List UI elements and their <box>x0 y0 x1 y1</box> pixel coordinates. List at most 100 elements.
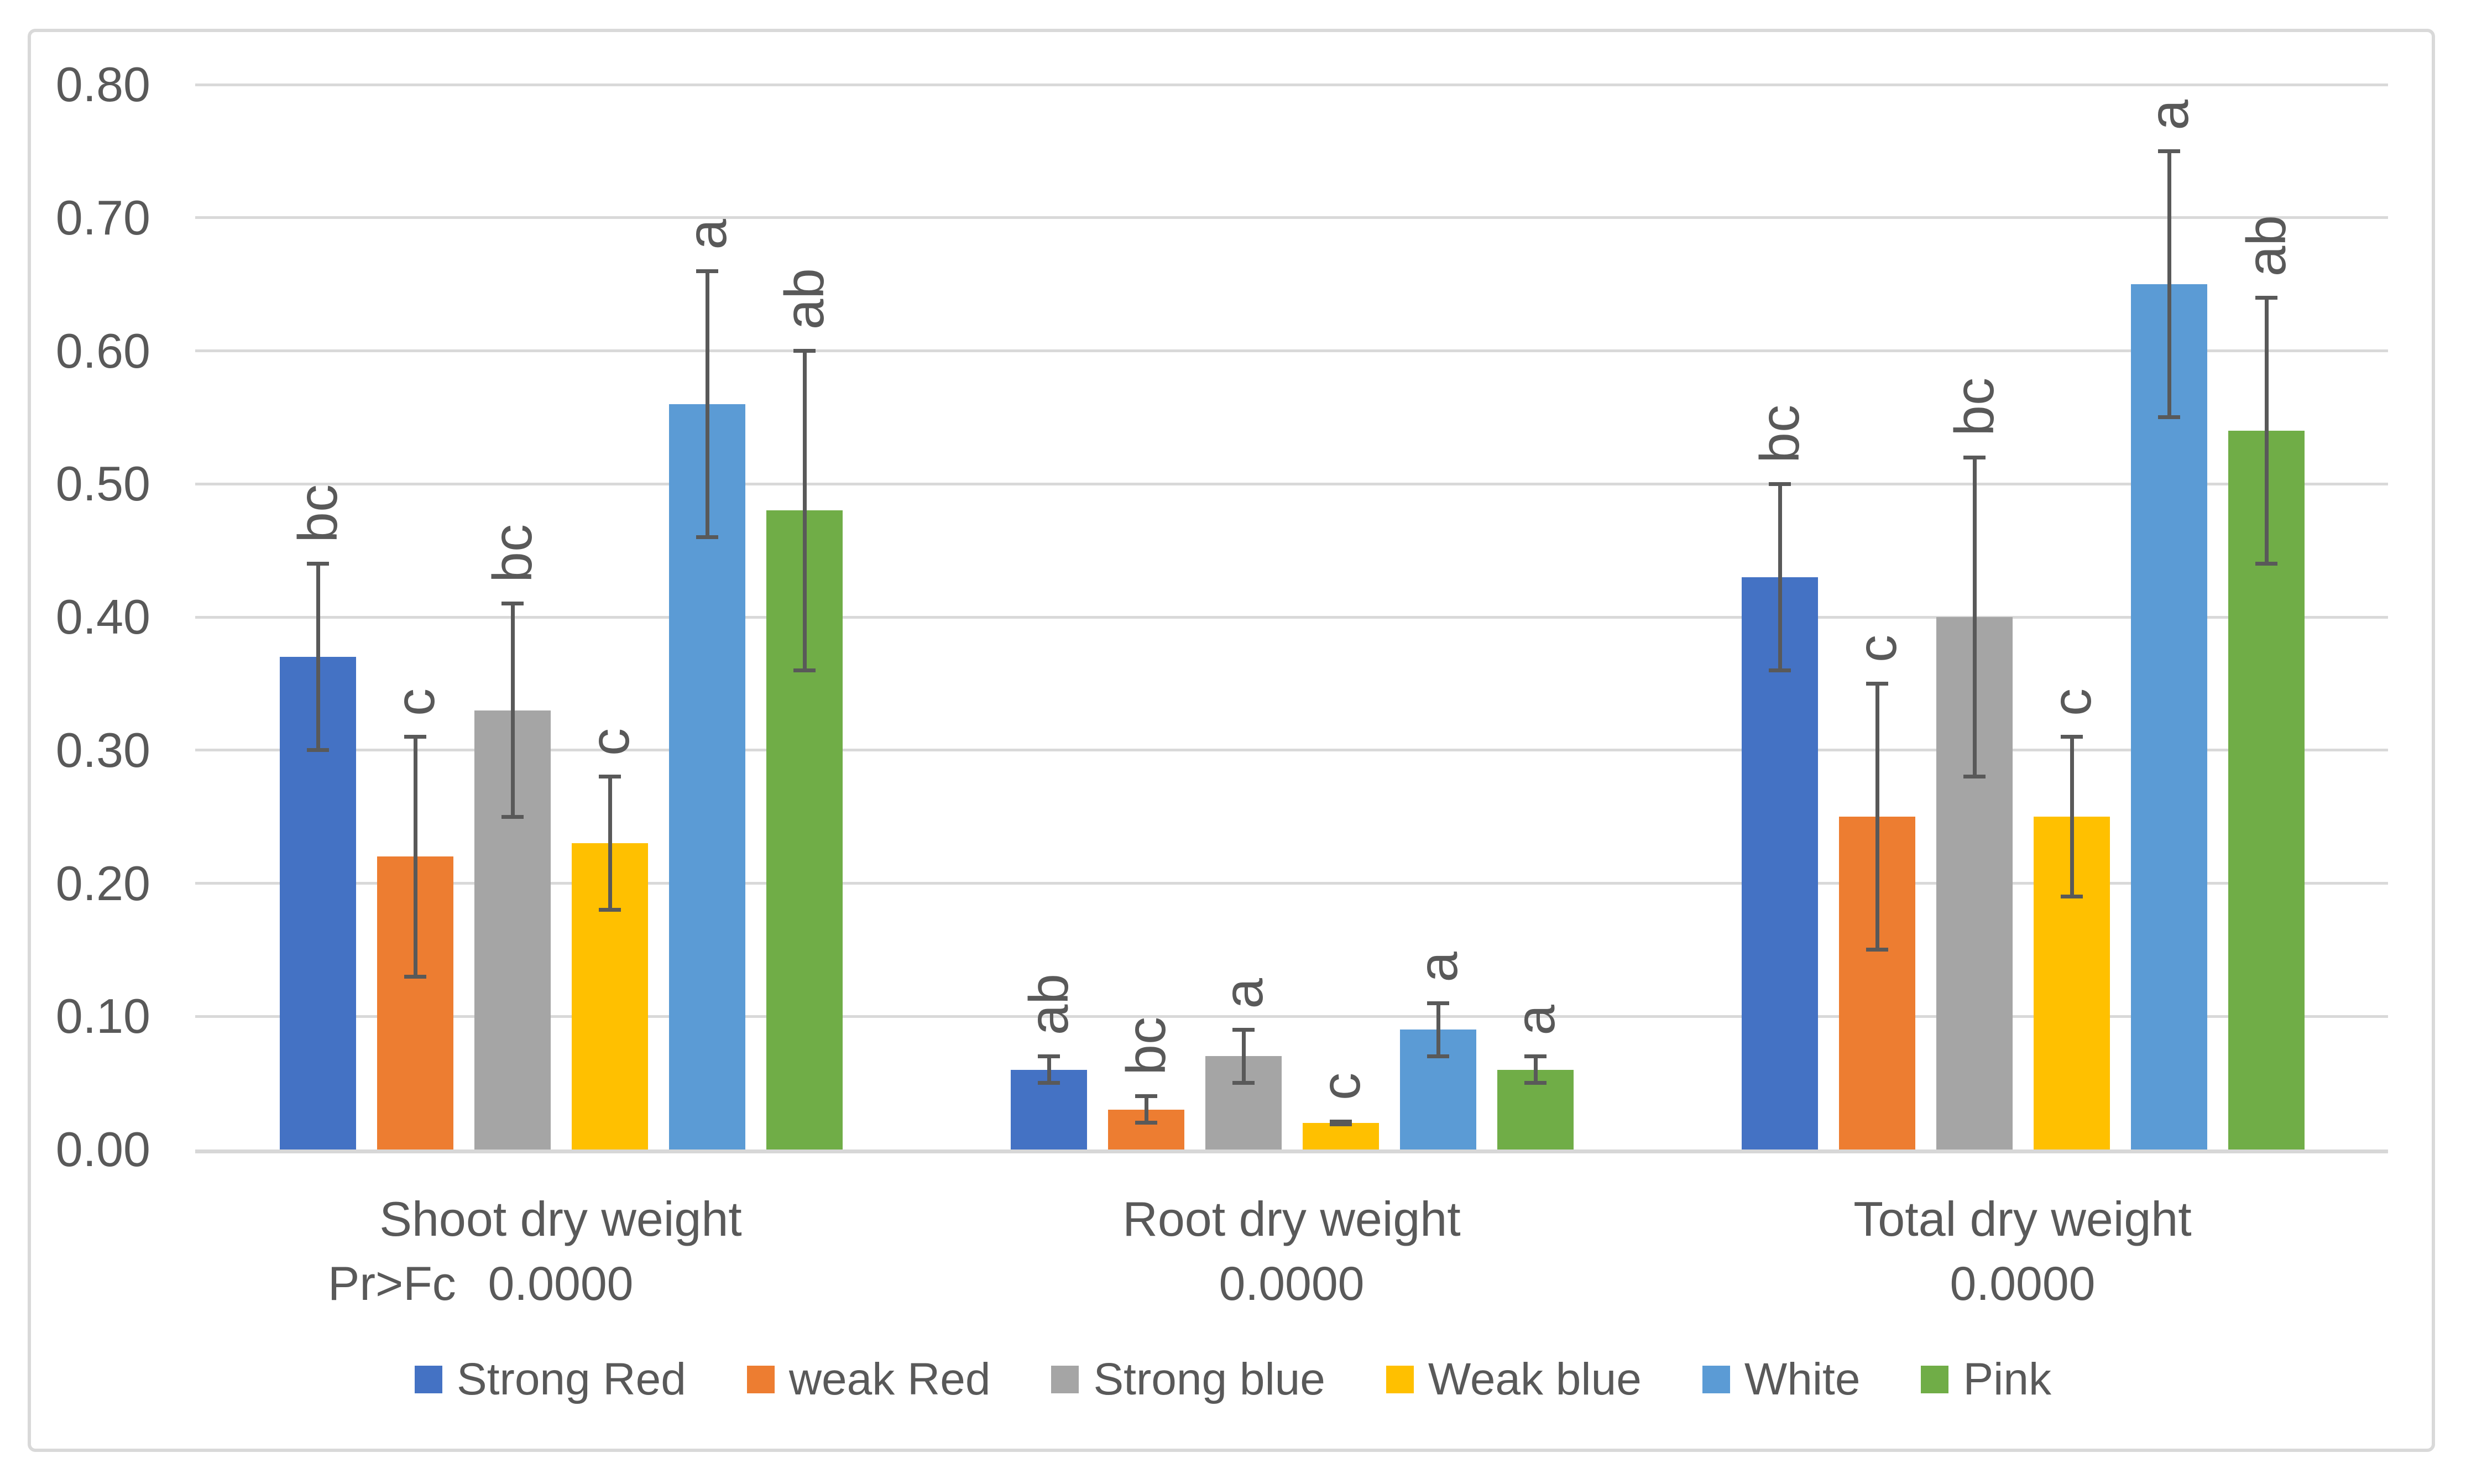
legend-label: weak Red <box>788 1354 991 1404</box>
error-bar-cap-top <box>599 775 621 779</box>
error-bar-cap-top <box>404 735 426 739</box>
error-bar-cap-bottom <box>696 535 718 540</box>
legend-item-weak-red: weak Red <box>746 1352 991 1407</box>
error-bar-stem <box>1436 1003 1440 1057</box>
gridline <box>195 83 2388 86</box>
error-bar-stem <box>413 736 417 977</box>
legend-marker <box>415 1366 443 1393</box>
error-bar-cap-bottom <box>2255 562 2277 566</box>
error-bar-cap-bottom <box>1330 1122 1352 1126</box>
error-bar-stem <box>1241 1030 1246 1083</box>
significance-letter: bc <box>1115 1017 1177 1075</box>
error-bar-stem <box>705 271 709 537</box>
significance-letter: bc <box>1749 404 1811 463</box>
significance-letter: ab <box>2235 215 2297 277</box>
pvalue-label: 0.0000 <box>488 1257 634 1310</box>
gridline <box>195 216 2388 220</box>
x-axis-line <box>195 1149 2388 1153</box>
error-bar-cap-top <box>1135 1094 1157 1099</box>
error-bar-cap-top <box>1330 1119 1352 1124</box>
legend-item-strong-blue: Strong blue <box>1051 1352 1325 1407</box>
error-bar-cap-top <box>2158 149 2180 153</box>
pr-fc-label: Pr>Fc <box>328 1257 456 1310</box>
pvalue-row: 0.0000 <box>1657 1251 2388 1317</box>
error-bar-stem <box>608 776 612 910</box>
error-bar-stem <box>510 603 515 817</box>
significance-letter: c <box>1846 635 1908 663</box>
error-bar-stem <box>1972 457 1977 777</box>
error-bar-cap-top <box>1038 1054 1060 1058</box>
legend-marker <box>746 1366 775 1393</box>
bar-white-g3 <box>2131 284 2207 1149</box>
error-bar-stem <box>2264 297 2269 564</box>
y-tick-label: 0.20 <box>55 855 150 911</box>
error-bar-cap-top <box>696 269 718 273</box>
bar-weak-blue-g2 <box>1303 1122 1379 1149</box>
significance-letter: a <box>676 219 738 250</box>
error-bar-cap-bottom <box>1769 668 1791 672</box>
legend-label: Weak blue <box>1428 1354 1642 1404</box>
y-tick-label: 0.30 <box>55 722 150 777</box>
significance-letter: ab <box>774 268 835 330</box>
significance-letter: c <box>2041 688 2103 716</box>
error-bar-cap-bottom <box>1232 1081 1255 1085</box>
y-tick-label: 0.70 <box>55 190 150 245</box>
error-bar-cap-bottom <box>307 748 329 753</box>
legend-item-pink: Pink <box>1921 1352 2051 1407</box>
error-bar-cap-top <box>307 562 329 566</box>
pvalue-label: 0.0000 <box>1950 1257 2096 1310</box>
category-label: Root dry weight <box>1122 1192 1461 1246</box>
error-bar-cap-bottom <box>1866 948 1888 952</box>
error-bar-cap-top <box>1427 1001 1449 1005</box>
pvalue-row: 0.0000 <box>926 1251 1657 1317</box>
error-bar-cap-top <box>1866 681 1888 686</box>
error-bar-cap-bottom <box>404 974 426 979</box>
legend-marker <box>1702 1366 1730 1393</box>
y-tick-label: 0.80 <box>55 57 150 112</box>
error-bar-stem <box>2167 151 2171 417</box>
error-bar-cap-top <box>2255 295 2277 300</box>
gridline <box>195 349 2388 352</box>
significance-letter: c <box>579 728 641 756</box>
significance-letter: c <box>384 688 446 716</box>
significance-letter: c <box>1310 1073 1372 1101</box>
significance-letter: a <box>1213 978 1274 1009</box>
error-bar-cap-bottom <box>1135 1121 1157 1125</box>
error-bar-cap-bottom <box>1524 1081 1547 1085</box>
y-tick-label: 0.50 <box>55 456 150 511</box>
legend-item-white: White <box>1702 1352 1860 1407</box>
legend: Strong Red weak Red Strong blue Weak blue Wh… <box>0 1349 2466 1410</box>
significance-letter: a <box>1504 1004 1566 1036</box>
error-bar-cap-bottom <box>2158 415 2180 420</box>
significance-letter: a <box>1407 951 1469 983</box>
y-tick-label: 0.40 <box>55 589 150 644</box>
error-bar-cap-bottom <box>1038 1081 1060 1085</box>
category-label: Shoot dry weight <box>379 1192 742 1246</box>
plot-area: bc c bc c a ab ab bc a c a a bc c bc c a ab <box>195 83 2388 1153</box>
significance-letter: ab <box>1018 974 1080 1036</box>
category-label: Total dry weight <box>1853 1192 2192 1246</box>
error-bar-cap-bottom <box>501 814 524 819</box>
error-bar-cap-bottom <box>1963 775 1986 779</box>
gridline <box>195 482 2388 485</box>
error-bar-cap-top <box>2061 735 2083 739</box>
error-bar-stem <box>1533 1056 1538 1083</box>
legend-marker <box>1051 1366 1079 1393</box>
legend-label: Pink <box>1963 1354 2051 1404</box>
error-bar-cap-bottom <box>1427 1054 1449 1058</box>
significance-letter: bc <box>482 524 544 583</box>
chart-border <box>28 29 2435 1452</box>
y-tick-label: 0.10 <box>55 989 150 1044</box>
y-tick-label: 0.00 <box>55 1122 150 1177</box>
error-bar-cap-top <box>1769 482 1791 486</box>
gridline <box>195 882 2388 885</box>
legend-marker <box>1386 1366 1414 1393</box>
legend-label: Strong blue <box>1093 1354 1325 1404</box>
error-bar-cap-top <box>1232 1027 1255 1032</box>
error-bar-cap-bottom <box>2061 895 2083 899</box>
significance-letter: bc <box>287 484 349 543</box>
y-tick-label: 0.60 <box>55 323 150 378</box>
error-bar-cap-top <box>1524 1054 1547 1058</box>
bar-strong-red-g3 <box>1742 577 1818 1149</box>
error-bar-cap-bottom <box>599 908 621 912</box>
